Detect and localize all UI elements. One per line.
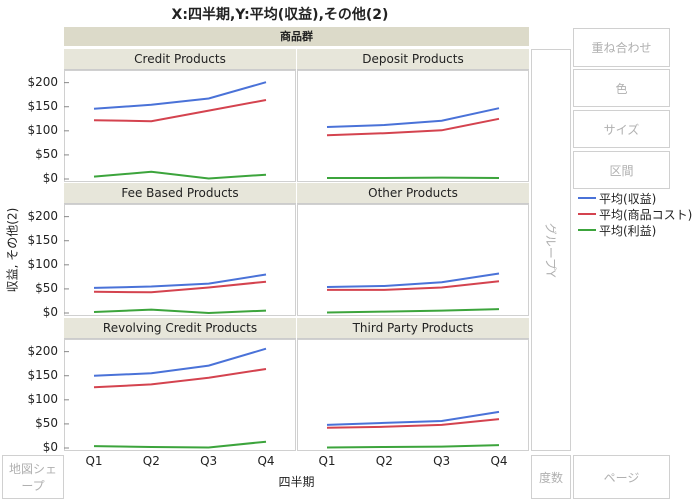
legend-label-revenue: 平均(収益): [599, 191, 657, 206]
legend-label-profit: 平均(利益): [599, 223, 657, 238]
series-line: [326, 308, 500, 314]
series-line: [326, 444, 500, 449]
panel-header: Credit Products: [64, 49, 296, 70]
series-line: [93, 99, 267, 123]
x-axis-label: 四半期: [278, 475, 315, 489]
y-tick-label: $50: [35, 146, 58, 161]
panel-plot: [64, 339, 296, 451]
series-line: [326, 418, 500, 429]
x-tick-label: Q4: [257, 454, 275, 468]
series-line: [326, 117, 500, 137]
panel-header: Fee Based Products: [64, 183, 296, 204]
legend-swatch-revenue: [578, 197, 596, 199]
panel-border: [64, 204, 296, 316]
y-tick-label: $200: [27, 343, 58, 358]
legend-label-cost: 平均(商品コスト): [599, 207, 693, 222]
panel-plot: [297, 204, 529, 316]
y-tick-label: $150: [27, 98, 58, 113]
series-line: [93, 347, 267, 377]
panel-plot: [64, 204, 296, 316]
size-zone[interactable]: サイズ: [573, 110, 670, 148]
panel-header: Other Products: [297, 183, 529, 204]
freq-zone[interactable]: 度数: [531, 455, 571, 499]
overlay-zone[interactable]: 重ね合わせ: [573, 28, 670, 67]
legend-item-revenue: 平均(収益): [578, 190, 692, 206]
panel-border: [297, 70, 529, 182]
x-tick-label: Q4: [490, 454, 508, 468]
series-line: [93, 273, 267, 289]
series-line: [326, 107, 500, 128]
series-line: [93, 81, 267, 110]
panel-plot: [64, 70, 296, 182]
x-tick-label: Q1: [318, 454, 336, 468]
y-tick-label: $200: [27, 74, 58, 89]
series-line: [93, 280, 267, 294]
panel-border: [64, 70, 296, 182]
y-tick-label: $150: [27, 232, 58, 247]
panel-border: [64, 339, 296, 451]
x-tick-label: Q2: [375, 454, 393, 468]
panel-plot: [297, 70, 529, 182]
legend: 平均(収益) 平均(商品コスト) 平均(利益): [578, 190, 692, 238]
y-tick-label: $0: [42, 305, 58, 319]
y-tick-label: $50: [35, 280, 58, 295]
x-tick-label: Q2: [142, 454, 160, 468]
panel-border: [297, 204, 529, 316]
group-y-zone[interactable]: グループY: [531, 49, 571, 451]
series-line: [327, 280, 500, 291]
y-tick-label: $100: [27, 122, 58, 137]
panel-header: Third Party Products: [297, 318, 529, 339]
color-zone[interactable]: 色: [573, 69, 670, 107]
y-tick-label: $100: [27, 391, 58, 406]
series-line: [93, 170, 267, 180]
x-tick-label: Q1: [85, 454, 103, 468]
series-line: [93, 308, 267, 315]
y-tick-label: $150: [27, 367, 58, 382]
panel-border: [297, 339, 529, 451]
x-tick-label: Q3: [433, 454, 451, 468]
x-tick-label: Q3: [200, 454, 218, 468]
y-tick-label: $50: [35, 415, 58, 430]
map-shape-zone[interactable]: 地図シェープ: [2, 455, 64, 499]
interval-zone[interactable]: 区間: [573, 151, 670, 189]
series-line: [93, 368, 267, 389]
group-y-label: グループY: [543, 222, 558, 278]
legend-swatch-profit: [578, 229, 596, 231]
panel-header: Deposit Products: [297, 49, 529, 70]
page-zone[interactable]: ページ: [573, 455, 670, 499]
series-line: [93, 440, 267, 449]
legend-item-profit: 平均(利益): [578, 222, 692, 238]
series-line: [326, 272, 500, 288]
y-tick-label: $100: [27, 256, 58, 271]
legend-item-cost: 平均(商品コスト): [578, 206, 692, 222]
legend-swatch-cost: [578, 213, 596, 215]
chart-title: X:四半期,Y:平均(収益),その他(2): [171, 7, 389, 23]
panel-header: Revolving Credit Products: [64, 318, 296, 339]
y-tick-label: $200: [27, 208, 58, 223]
group-label: 商品群: [64, 27, 529, 46]
panel-plot: [297, 339, 529, 451]
series-line: [326, 410, 500, 426]
y-tick-label: $0: [42, 171, 58, 185]
y-tick-label: $0: [42, 440, 58, 454]
